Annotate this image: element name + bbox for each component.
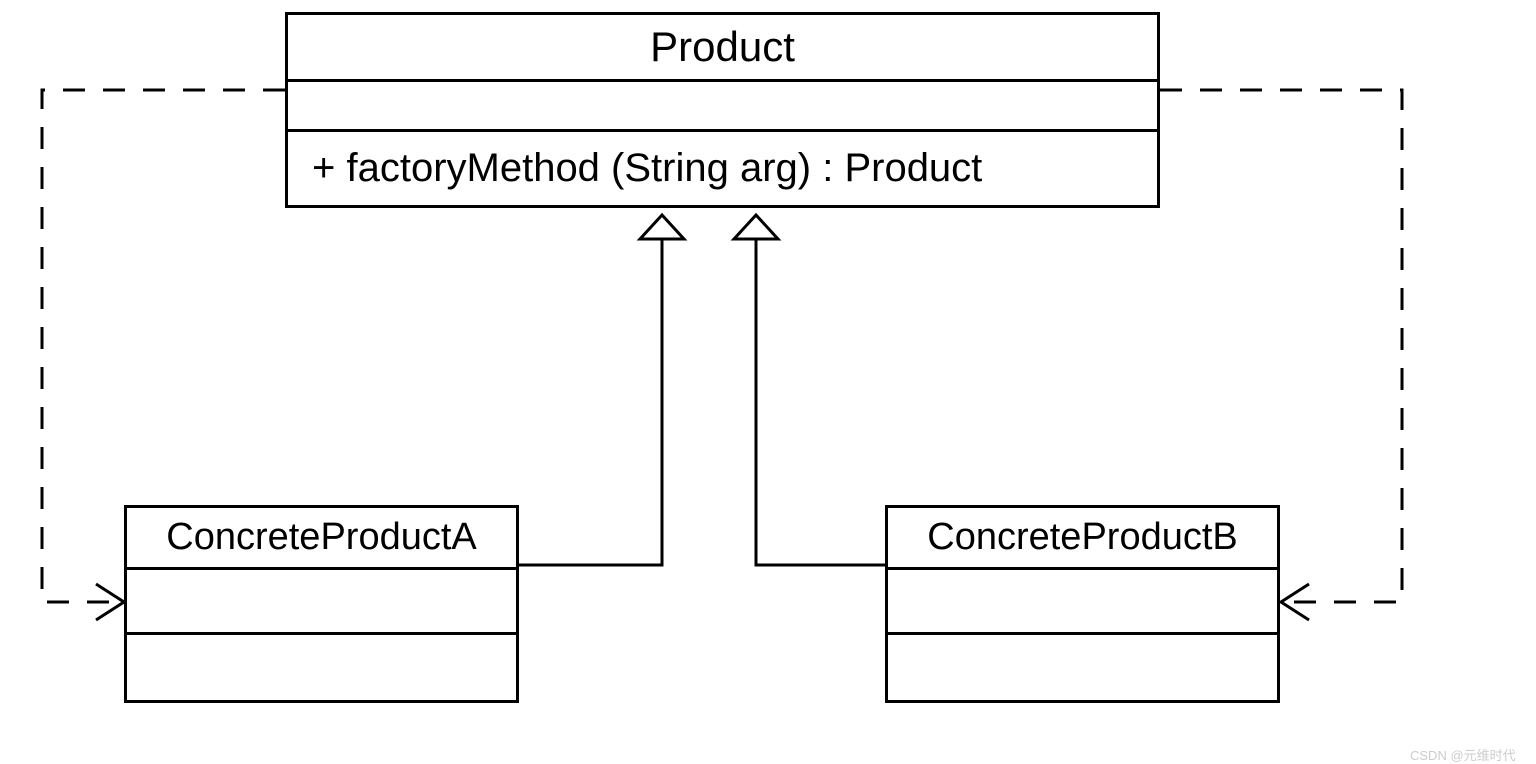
triangle-arrowhead-icon — [734, 215, 778, 239]
class-name: Product — [288, 15, 1157, 82]
uml-class-product: Product + factoryMethod (String arg) : P… — [285, 12, 1160, 208]
edge-generalization-b — [734, 215, 885, 565]
open-arrowhead-icon — [1281, 584, 1309, 620]
class-attributes — [888, 570, 1277, 635]
class-methods — [127, 635, 516, 700]
class-name: ConcreteProductB — [888, 508, 1277, 570]
class-attributes — [288, 82, 1157, 132]
class-methods: + factoryMethod (String arg) : Product — [288, 132, 1157, 205]
watermark-text: CSDN @元维时代 — [1410, 745, 1516, 764]
triangle-arrowhead-icon — [640, 215, 684, 239]
class-methods — [888, 635, 1277, 700]
edge-generalization-a — [519, 215, 684, 565]
uml-class-concrete-a: ConcreteProductA — [124, 505, 519, 703]
uml-class-concrete-b: ConcreteProductB — [885, 505, 1280, 703]
open-arrowhead-icon — [96, 584, 124, 620]
class-attributes — [127, 570, 516, 635]
class-name: ConcreteProductA — [127, 508, 516, 570]
